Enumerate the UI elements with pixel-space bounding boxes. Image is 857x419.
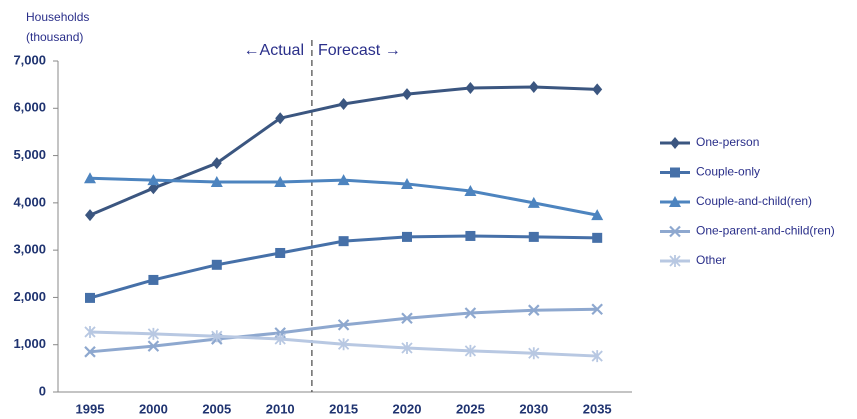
y-tick-label: 5,000 [13,147,46,162]
marker [147,327,160,340]
y-tick-label: 1,000 [13,336,46,351]
marker [210,176,223,188]
marker [670,137,680,149]
marker [211,157,222,170]
marker [591,209,604,221]
marker [669,196,681,207]
y-tick-label: 7,000 [13,52,46,67]
marker [275,247,286,258]
x-tick-label: 2010 [266,401,295,416]
marker [337,319,350,331]
y-tick-label: 6,000 [13,100,46,115]
marker [528,347,540,360]
marker [401,342,413,355]
marker [401,177,413,189]
legend-label: Couple-only [696,165,760,179]
y-tick-label: 4,000 [13,194,46,209]
marker [85,292,95,303]
marker [337,174,350,186]
marker [148,182,159,195]
x-tick-label: 2030 [519,401,548,416]
marker [402,231,412,242]
marker [464,185,477,197]
marker [147,174,160,186]
y-axis-label: Households [26,10,89,24]
x-tick-label: 2015 [329,401,358,416]
marker [669,255,681,267]
marker [670,167,680,178]
marker [592,83,603,96]
annotation: ←Actual [244,42,304,59]
marker [274,333,286,346]
marker [464,344,477,357]
legend-label: One-person [696,135,759,149]
marker [211,259,222,270]
marker [527,196,540,208]
marker [465,81,476,94]
marker [592,232,603,243]
marker [591,350,603,363]
legend-label: Other [696,253,726,267]
y-tick-label: 0 [39,383,46,398]
marker [85,209,95,222]
x-tick-label: 2000 [139,401,168,416]
marker [669,225,681,238]
marker [337,338,350,351]
marker [591,303,603,316]
x-tick-label: 2035 [583,401,612,416]
marker [274,176,287,188]
x-tick-label: 2020 [393,401,422,416]
marker [401,312,413,325]
x-tick-label: 2005 [202,401,231,416]
y-tick-label: 3,000 [13,242,46,257]
marker [148,274,159,285]
legend-label: One-parent-and-child(ren) [696,224,835,238]
marker [464,307,477,319]
marker [84,172,96,184]
marker [402,88,412,101]
marker [528,81,539,94]
marker [338,236,349,247]
annotation: Forecast → [318,42,401,59]
legend-label: Couple-and-child(ren) [696,194,812,208]
marker [147,340,160,352]
marker [84,325,96,338]
marker [211,330,223,343]
marker [528,304,540,316]
y-tick-label: 2,000 [13,289,46,304]
marker [465,230,476,241]
marker [528,231,539,242]
marker [275,112,286,125]
x-tick-label: 1995 [76,401,105,416]
marker [338,98,349,111]
y-axis-label: (thousand) [26,30,83,44]
marker [84,346,96,358]
x-tick-label: 2025 [456,401,485,416]
